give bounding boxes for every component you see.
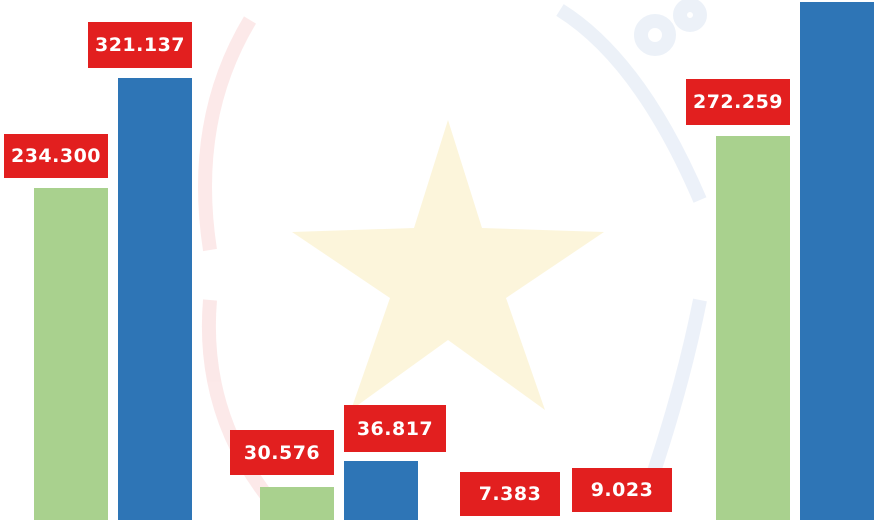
data-label: 7.383 [460,472,560,516]
bar-s1-c0 [118,78,192,520]
data-label: 36.817 [344,405,446,452]
data-label: 234.300 [4,134,108,178]
data-label: 9.023 [572,468,672,512]
bar-s0-c0 [34,188,108,520]
star-watermark-icon [292,120,604,410]
bar-s1-c3 [800,2,874,520]
bar-s1-c1 [344,461,418,520]
bar-s0-c3 [716,136,790,520]
bar-s0-c1 [260,487,334,520]
data-label: 30.576 [230,430,334,475]
data-label: 272.259 [686,79,790,125]
data-label: 321.137 [88,22,192,68]
